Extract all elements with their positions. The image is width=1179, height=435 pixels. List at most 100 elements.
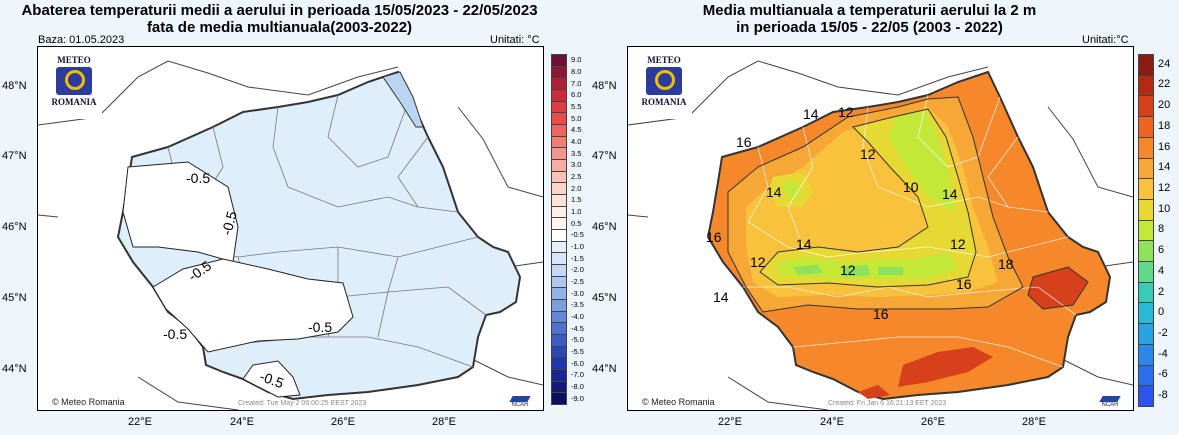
colorbar-label: -5.5	[571, 347, 584, 356]
created-timestamp: Created: Fri Jan 6 16:21:13 EET 2023	[828, 400, 947, 407]
contour-label: 16	[736, 134, 752, 150]
contour-label: -0.5	[258, 368, 286, 391]
logo-text-bottom: ROMANIA	[51, 97, 97, 107]
colorbar-swatch	[1138, 302, 1154, 325]
colorbar-swatch	[1138, 261, 1154, 283]
climatology-title-line-2: in perioada 15/05 - 22/05 (2003 - 2022)	[736, 19, 1003, 36]
latitude-label: 46°N	[592, 221, 617, 233]
contour-label: -0.5	[186, 170, 210, 186]
contour-label: -0.5	[218, 209, 240, 237]
colorbar-label: 24	[1158, 57, 1171, 70]
contour-label: 12	[840, 262, 856, 278]
colorbar-label: 6.0	[571, 90, 582, 100]
anomaly-title-line-1: Abaterea temperaturii medii a aerului in…	[21, 2, 538, 19]
contour-label: -0.5	[163, 326, 187, 342]
contour-label: 16	[873, 306, 889, 322]
latitude-label: 45°N	[592, 292, 617, 304]
longitude-label: 22°E	[718, 416, 742, 428]
colorbar-label: 5.0	[571, 113, 582, 123]
colorbar-label: -8	[1158, 389, 1168, 402]
climatology-contour-labels: 14 12 16 12 14 10 14 16 14 12 12 12 16 1…	[706, 104, 1014, 322]
colorbar-label: 14	[1158, 161, 1171, 174]
colorbar-label: -8.0	[571, 382, 584, 391]
colorbar-label: 4	[1158, 264, 1165, 277]
colorbar-label: 2.0	[571, 183, 582, 193]
colorbar-swatch	[1138, 74, 1154, 97]
colorbar-label: 0	[1158, 306, 1165, 319]
colorbar-label: 0.5	[571, 218, 582, 228]
contour-label: 12	[860, 146, 876, 162]
anomaly-colorbar: 9.0 8.0 7.0 6.0 5.5 5.0 4.5 4.0 3.5 3.0 2.5 2.0 1.5 1…	[551, 54, 584, 405]
colorbar-label: 1.0	[571, 207, 582, 216]
colorbar-label: -6.0	[571, 358, 584, 368]
colorbar-label: -1.0	[571, 242, 584, 251]
latitude-label: 48°N	[592, 80, 617, 92]
anomaly-map-title: Abaterea temperaturii medii a aerului in…	[0, 2, 559, 36]
colorbar-label: 16	[1158, 140, 1171, 153]
units-label: Unitati: °C	[490, 34, 540, 46]
meteo-romania-logo: METEO ROMANIA	[46, 55, 102, 119]
colorbar-swatch	[1138, 95, 1154, 118]
climatology-colorbar: 24 22 20 18 16 14 12 10 8 6 4 2 0 -2 -4 -6 -8	[1138, 54, 1170, 407]
logo-text-top: METEO	[57, 55, 91, 65]
contour-label: 16	[956, 276, 972, 292]
colorbar-label: -1.5	[571, 253, 584, 263]
colorbar-label: 3.5	[571, 148, 582, 158]
colorbar-label: 2	[1158, 285, 1165, 298]
colorbar-label: 20	[1158, 99, 1171, 112]
latitude-label: 46°N	[2, 221, 27, 233]
climatology-map-panel: Media multianuala a temperaturii aerului…	[590, 0, 1179, 435]
colorbar-swatch	[1138, 198, 1154, 221]
colorbar-swatch	[1138, 240, 1154, 263]
climatology-map-svg: 14 12 16 12 14 10 14 16 14 12 12 12 16 1…	[628, 47, 1133, 410]
colorbar-label: -4	[1158, 347, 1168, 360]
longitude-label: 24°E	[820, 416, 844, 428]
colorbar-label: 9.0	[571, 55, 582, 65]
colorbar-swatch	[1138, 364, 1154, 387]
colorbar-label: 22	[1158, 78, 1171, 91]
climatology-map-title: Media multianuala a temperaturii aerului…	[590, 2, 1149, 36]
contour-label: 14	[803, 106, 819, 122]
colorbar-label: 7.0	[571, 78, 582, 88]
latitude-label: 47°N	[2, 150, 27, 162]
created-timestamp: Created: Tue May 2 06:00:25 EEST 2023	[238, 400, 367, 407]
latitude-label: 44°N	[592, 363, 617, 375]
anomaly-map: -0.5 -0.5 -0.5 -0.5 -0.5 -0.5 METEO ROMA…	[37, 46, 544, 411]
colorbar-label: 4.5	[571, 125, 582, 135]
colorbar-label: -3.5	[571, 300, 584, 310]
longitude-label: 28°E	[1022, 416, 1046, 428]
colorbar-label: -4.0	[571, 312, 584, 321]
climatology-title-line-1: Media multianuala a temperaturii aerului…	[702, 2, 1037, 19]
colorbar-label: 1.5	[571, 195, 582, 205]
colorbar-swatch	[1138, 157, 1154, 180]
logo-text-bottom: ROMANIA	[641, 97, 687, 107]
contour-label: 12	[950, 236, 966, 252]
anomaly-map-panel: Abaterea temperaturii medii a aerului in…	[0, 0, 589, 435]
longitude-label: 22°E	[128, 416, 152, 428]
base-date: Baza: 01.05.2023	[38, 34, 125, 46]
colorbar-label: 10	[1158, 202, 1171, 215]
colorbar-label: -7.0	[571, 370, 584, 380]
ncar-logo: NCAR	[509, 394, 531, 408]
latitude-label: 44°N	[2, 363, 27, 375]
colorbar-label: 8.0	[571, 67, 582, 76]
colorbar-swatch	[1138, 136, 1154, 159]
longitude-label: 28°E	[432, 416, 456, 428]
contour-label: 18	[998, 256, 1014, 272]
colorbar-swatch	[1138, 178, 1154, 200]
latitude-label: 48°N	[2, 80, 27, 92]
latitude-label: 45°N	[2, 292, 27, 304]
contour-label: 16	[706, 229, 722, 245]
colorbar-label: -9.0	[571, 393, 584, 403]
colorbar-label: -3.0	[571, 288, 584, 298]
colorbar-label: 18	[1158, 119, 1171, 132]
logo-text-top: METEO	[647, 55, 681, 65]
copyright-text: © Meteo Romania	[52, 397, 125, 407]
climatology-map: 14 12 16 12 14 10 14 16 14 12 12 12 16 1…	[627, 46, 1134, 411]
colorbar-label: 3.0	[571, 160, 582, 170]
colorbar-label: 6	[1158, 244, 1165, 257]
colorbar-label: -2	[1158, 326, 1168, 339]
colorbar-swatch	[1138, 323, 1154, 345]
colorbar-label: -5.0	[571, 335, 584, 345]
anomaly-title-line-2: fata de media multianuala(2003-2022)	[146, 19, 413, 36]
